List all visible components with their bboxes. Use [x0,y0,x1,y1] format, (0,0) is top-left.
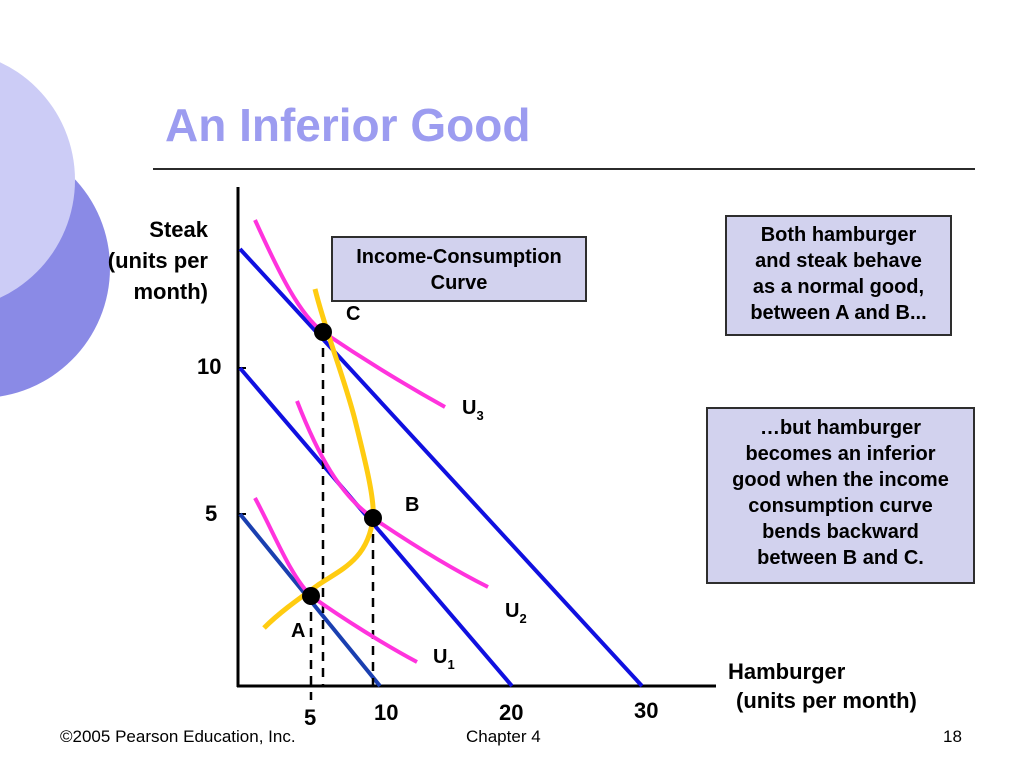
note-line: Both hamburger [760,224,917,246]
note-line: becomes an inferior [745,443,936,465]
indifference-curve-u2 [295,400,489,589]
y-axis-label-line: month) [133,279,208,304]
budget-line-2 [238,366,514,688]
indifference-curve-u1 [253,497,418,664]
icc-label-line: Income-Consumption [356,246,562,268]
y-axis-label: Steak (units per month) [48,214,208,307]
budget-line-3 [238,247,644,688]
note-box-inferior-good: …but hamburger becomes an inferior good … [706,407,975,584]
point-b-marker [364,509,382,527]
u2-label-subscript: 2 [519,611,526,626]
u3-label: U3 [462,397,484,423]
icc-label-line: Curve [430,272,488,294]
point-b-label: B [405,494,419,516]
point-c-label: C [346,303,360,325]
x-axis-label-line: Hamburger [728,659,846,684]
u1-label-subscript: 1 [447,657,454,672]
icc-label-box: Income-Consumption Curve [331,236,587,302]
note-line: and steak behave [755,250,922,272]
note-line: good when the income [732,469,949,491]
note-box-normal-good: Both hamburger and steak behave as a nor… [725,215,952,336]
footer-page-number: 18 [943,727,962,746]
footer-copyright: ©2005 Pearson Education, Inc. [60,727,296,746]
y-tick-label-5: 5 [205,501,218,526]
note-line: between A and B... [750,302,927,324]
u3-label-subscript: 3 [476,408,483,423]
note-line: bends backward [762,521,919,543]
u1-label-main: U [433,646,447,668]
x-axis-label-line: (units per month) [736,688,917,713]
u2-label: U2 [505,600,527,626]
u3-label-main: U [462,397,476,419]
point-a-marker [302,587,320,605]
y-axis-label-line: Steak [149,217,208,242]
y-tick-label-10: 10 [197,354,222,379]
x-tick-label-20: 20 [499,700,524,725]
slide-title: An Inferior Good [165,99,531,151]
x-axis-label: Hamburger (units per month) [728,657,917,715]
point-a-label: A [291,620,305,642]
x-tick-label-30: 30 [634,698,659,723]
footer-chapter: Chapter 4 [466,727,541,746]
u2-label-main: U [505,600,519,622]
note-line: as a normal good, [752,276,925,298]
u1-label: U1 [433,646,455,672]
decorative-circle-front [0,62,75,298]
x-tick-label-10: 10 [374,700,399,725]
title-divider [153,168,975,170]
y-axis-label-line: (units per [107,248,208,273]
note-line: consumption curve [748,495,933,517]
note-line: …but hamburger [759,417,922,439]
note-line: between B and C. [757,547,924,569]
point-c-marker [314,323,332,341]
x-tick-label-5: 5 [304,705,317,730]
